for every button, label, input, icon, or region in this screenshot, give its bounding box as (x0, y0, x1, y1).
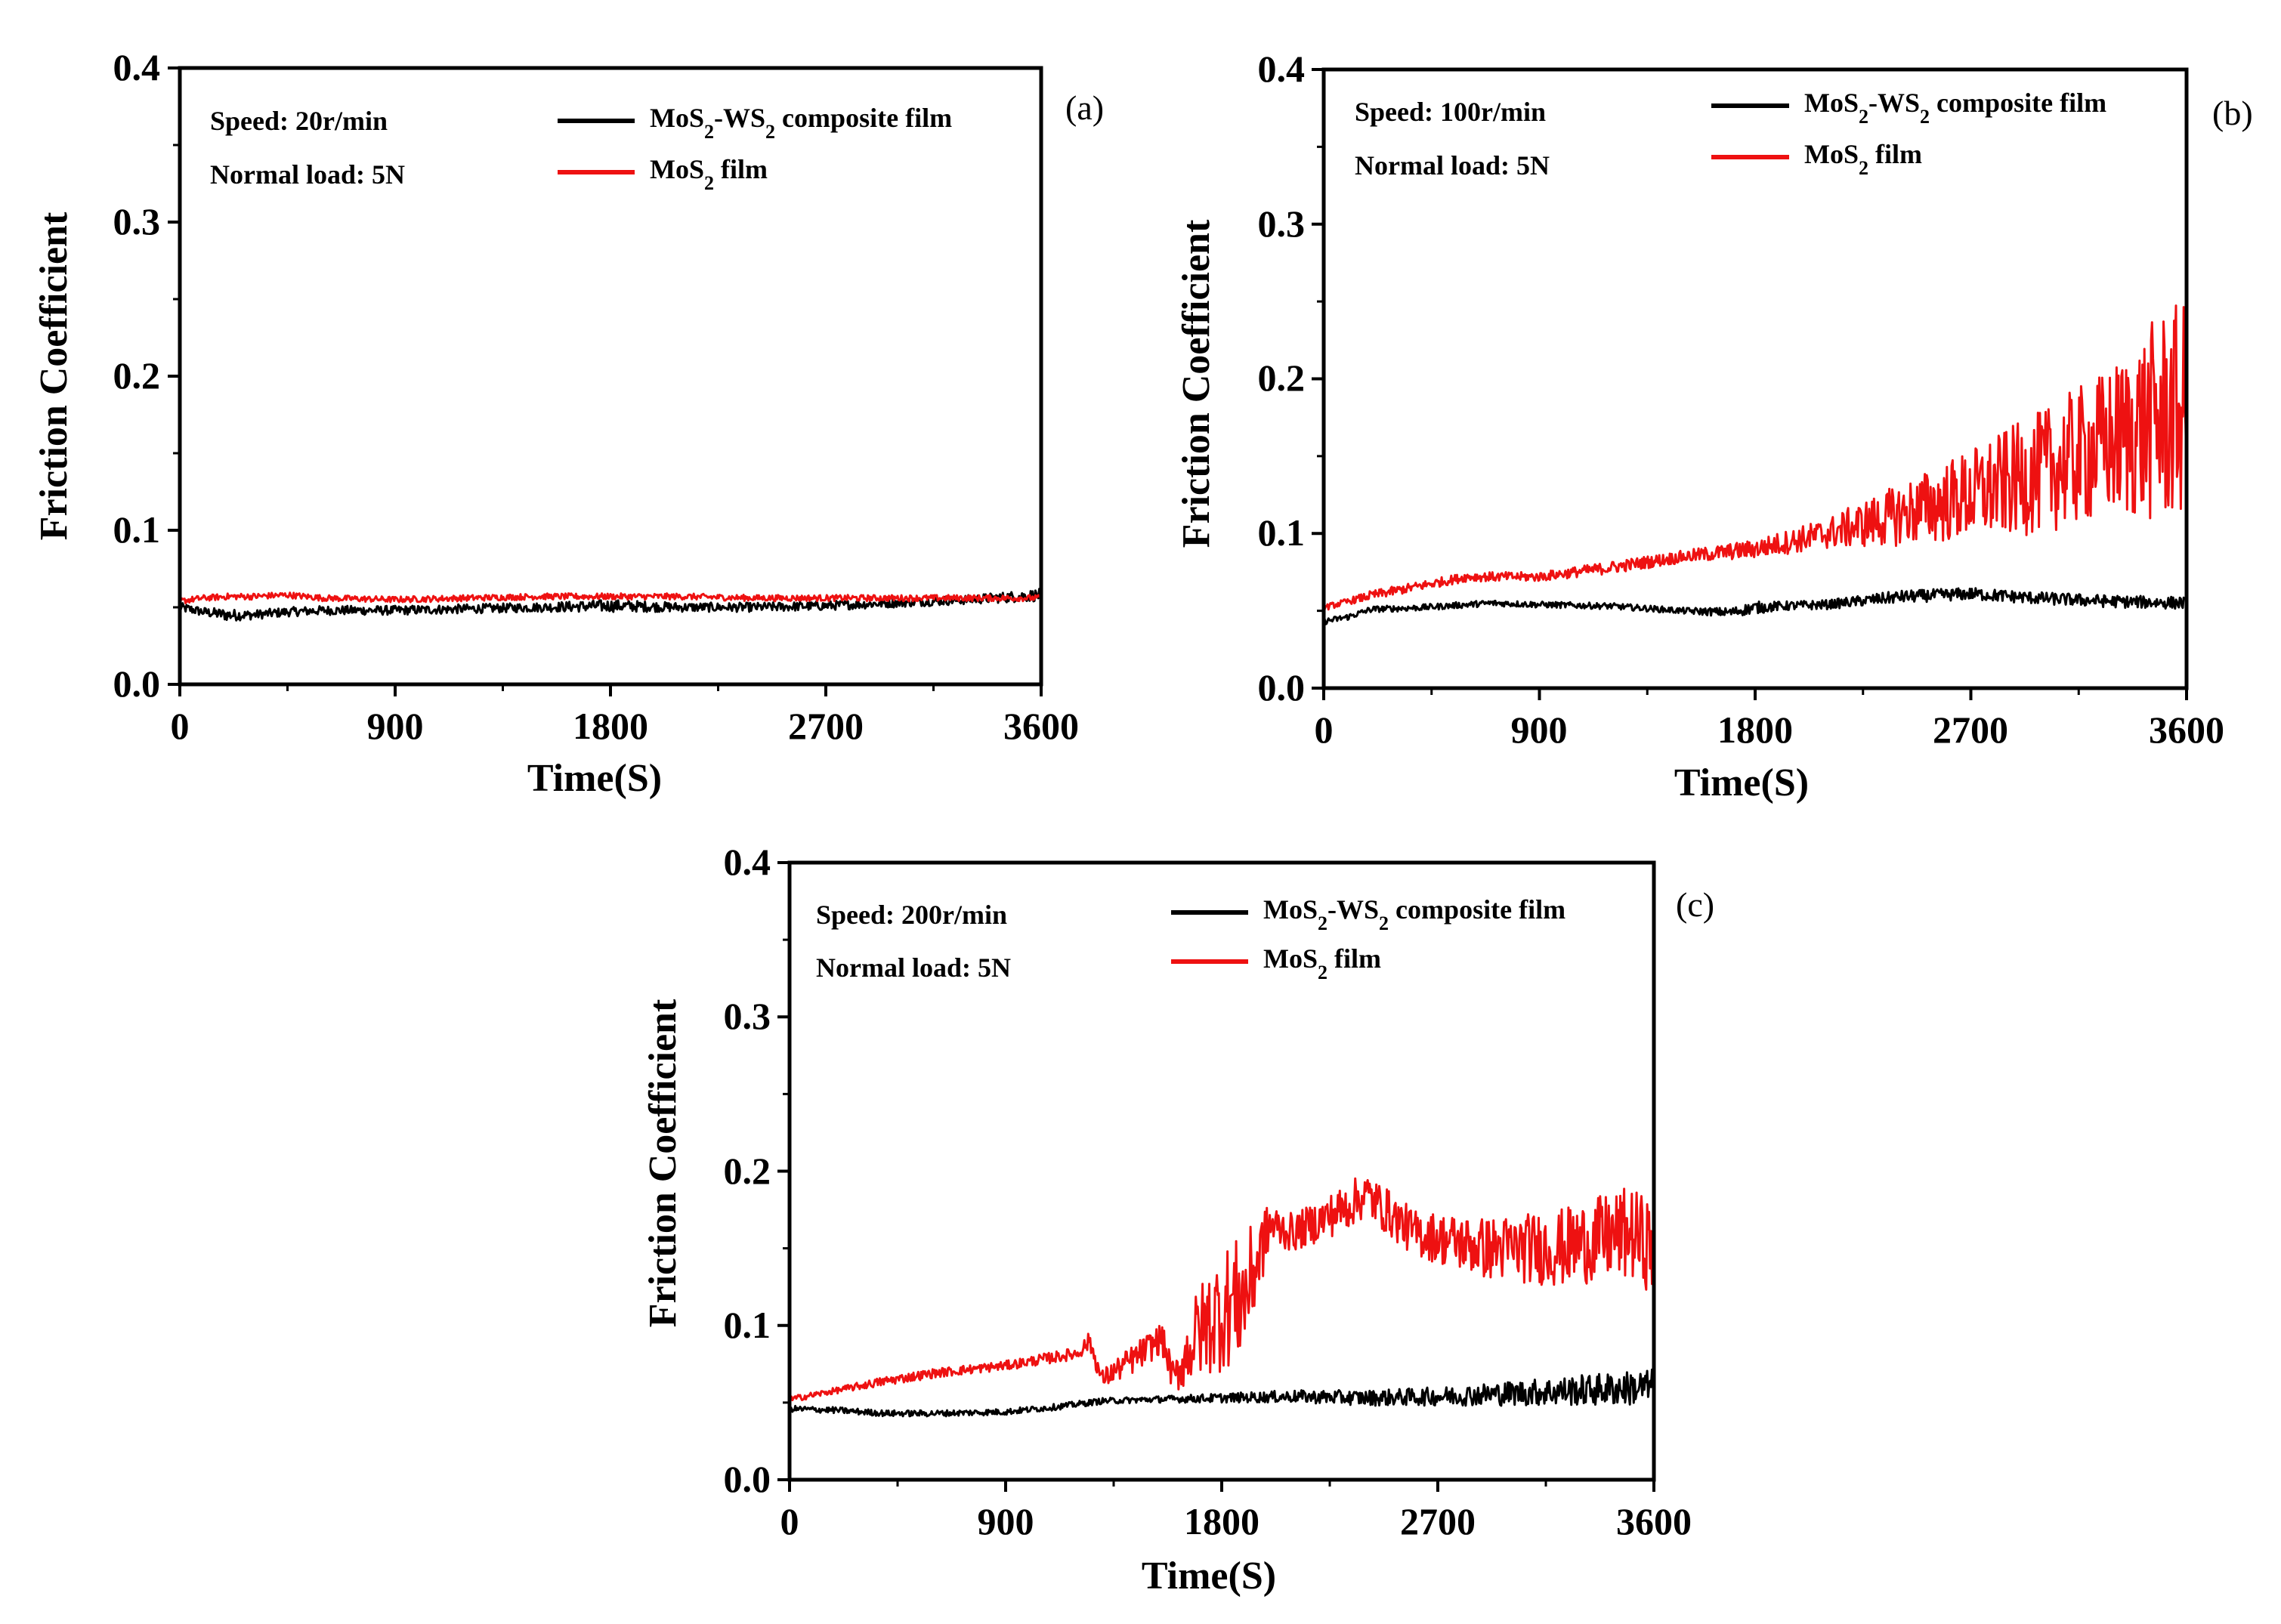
panel-c-ytick-4: 0.4 (724, 841, 771, 883)
panel-a-ytick-0: 0.0 (113, 662, 161, 705)
panel-b-series-composite-line (1323, 587, 2187, 625)
panel-c-ytick-2: 0.2 (724, 1150, 771, 1192)
panel-b: 0.0 0.1 0.2 0.3 0.4 0 900 1800 2700 3600… (1175, 48, 2253, 804)
panel-b-xtick-1: 900 (1511, 709, 1568, 751)
panel-b-xtick-2: 1800 (1717, 709, 1793, 751)
panel-b-ylabel: Friction Coefficient (1175, 219, 1218, 548)
panel-c-legend-mos2: MoS2 film (1263, 943, 1381, 983)
panel-b-ytick-1: 0.1 (1258, 511, 1306, 554)
panel-a-series-mos2-line (178, 591, 1043, 604)
panel-c: 0.0 0.1 0.2 0.3 0.4 0 900 1800 2700 3600… (641, 841, 1714, 1598)
panel-b-series-mos2-line (1322, 304, 2188, 612)
panel-a-ytick-3: 0.3 (113, 200, 161, 242)
panel-b-xlabel: Time(S) (1674, 761, 1809, 804)
panel-b-ticks (1312, 68, 2188, 700)
panel-a-xtick-4: 3600 (1003, 705, 1079, 747)
panel-b-ytick-2: 0.2 (1258, 357, 1306, 399)
panel-a-legend-mos2: MoS2 film (650, 154, 768, 194)
panel-a-series (178, 588, 1043, 622)
panel-b-xtick-0: 0 (1315, 709, 1334, 751)
panel-a-ytick-1: 0.1 (113, 508, 161, 551)
panel-b-load-annotation: Normal load: 5N (1355, 150, 1550, 181)
panel-b-xtick-4: 3600 (2149, 709, 2224, 751)
panel-c-xtick-2: 1800 (1184, 1500, 1259, 1542)
panel-b-legend-mos2: MoS2 film (1804, 139, 1922, 179)
panel-c-ticks (777, 861, 1655, 1492)
panel-c-speed-annotation: Speed: 200r/min (816, 900, 1007, 930)
panel-a-xtick-1: 900 (367, 705, 424, 747)
panel-a-label: (a) (1065, 88, 1104, 127)
panel-c-load-annotation: Normal load: 5N (816, 952, 1011, 983)
panel-a-load-annotation: Normal load: 5N (210, 159, 405, 190)
panel-c-xtick-0: 0 (780, 1500, 799, 1542)
panel-a: 0.0 0.1 0.2 0.3 0.4 0 900 1800 2700 3600… (32, 46, 1104, 800)
panel-c-ylabel: Friction Coefficient (641, 999, 685, 1327)
panel-a-speed-annotation: Speed: 20r/min (210, 106, 388, 136)
panel-a-xtick-0: 0 (171, 705, 190, 747)
panel-b-series (1322, 304, 2188, 625)
panel-a-xtick-3: 2700 (788, 705, 864, 747)
panel-b-xtick-3: 2700 (1933, 709, 2008, 751)
panel-c-xtick-3: 2700 (1400, 1500, 1476, 1542)
panel-a-ytick-4: 0.4 (113, 46, 161, 88)
panel-a-legend-composite: MoS2-WS2 composite film (650, 103, 952, 143)
panel-b-ytick-4: 0.4 (1258, 48, 1306, 90)
panel-b-label: (b) (2212, 94, 2253, 132)
panel-c-legend-composite: MoS2-WS2 composite film (1263, 894, 1565, 934)
panel-c-label: (c) (1676, 885, 1714, 924)
panel-b-legend-composite: MoS2-WS2 composite film (1804, 88, 2106, 128)
panel-b-speed-annotation: Speed: 100r/min (1355, 97, 1546, 127)
panel-c-series-mos2-line (789, 1177, 1655, 1402)
panel-a-ytick-2: 0.2 (113, 354, 161, 397)
panel-c-xtick-4: 3600 (1616, 1500, 1692, 1542)
panel-c-xlabel: Time(S) (1142, 1555, 1276, 1598)
panel-c-series (789, 1177, 1655, 1418)
panel-c-ytick-0: 0.0 (724, 1458, 771, 1500)
panel-a-ticks (168, 66, 1043, 696)
panel-a-series-composite-line (178, 588, 1043, 622)
panel-c-ytick-3: 0.3 (724, 995, 771, 1037)
panel-a-ylabel: Friction Coefficient (32, 211, 76, 540)
panel-b-ytick-0: 0.0 (1258, 666, 1306, 709)
panel-c-ytick-1: 0.1 (724, 1304, 771, 1346)
panel-b-ytick-3: 0.3 (1258, 202, 1306, 245)
panel-a-xtick-2: 1800 (573, 705, 648, 747)
panel-c-xtick-1: 900 (978, 1500, 1034, 1542)
panel-c-series-composite-line (789, 1368, 1655, 1418)
panel-a-xlabel: Time(S) (527, 757, 662, 800)
